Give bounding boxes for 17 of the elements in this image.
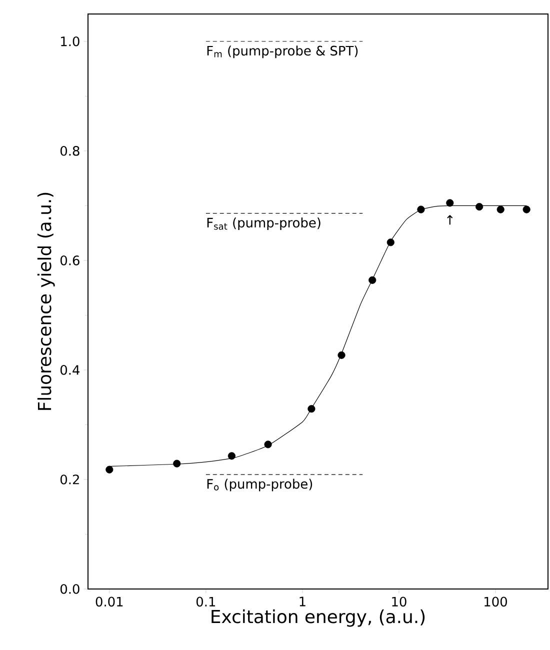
x-tick-label: 1 xyxy=(300,596,306,606)
annotation: F$_{sat}$ (pump-probe) xyxy=(207,218,320,230)
y-tick-label: 1.0 xyxy=(61,36,80,46)
annotation: F$_{m}$ (pump-probe & SPT) xyxy=(207,46,358,58)
x-axis-title: Excitation energy, (a.u.) xyxy=(212,609,425,627)
y-tick-label: 0.2 xyxy=(60,474,79,484)
annotation: ↑ xyxy=(447,215,453,225)
y-axis-title: Fluorescence yield (a.u.) xyxy=(37,192,55,410)
x-tick-label: 0.1 xyxy=(196,596,216,607)
annotation: F$_{o}$ (pump-probe) xyxy=(207,478,312,492)
y-tick-label: 0.8 xyxy=(60,146,80,156)
y-tick-label: 0.6 xyxy=(60,256,80,266)
y-tick-label: 0.4 xyxy=(60,365,80,375)
x-tick-label: 10 xyxy=(392,596,406,607)
x-tick-label: 100 xyxy=(484,596,507,607)
y-tick-label: 0.0 xyxy=(60,584,80,594)
x-tick-label: 0.01 xyxy=(96,596,123,607)
